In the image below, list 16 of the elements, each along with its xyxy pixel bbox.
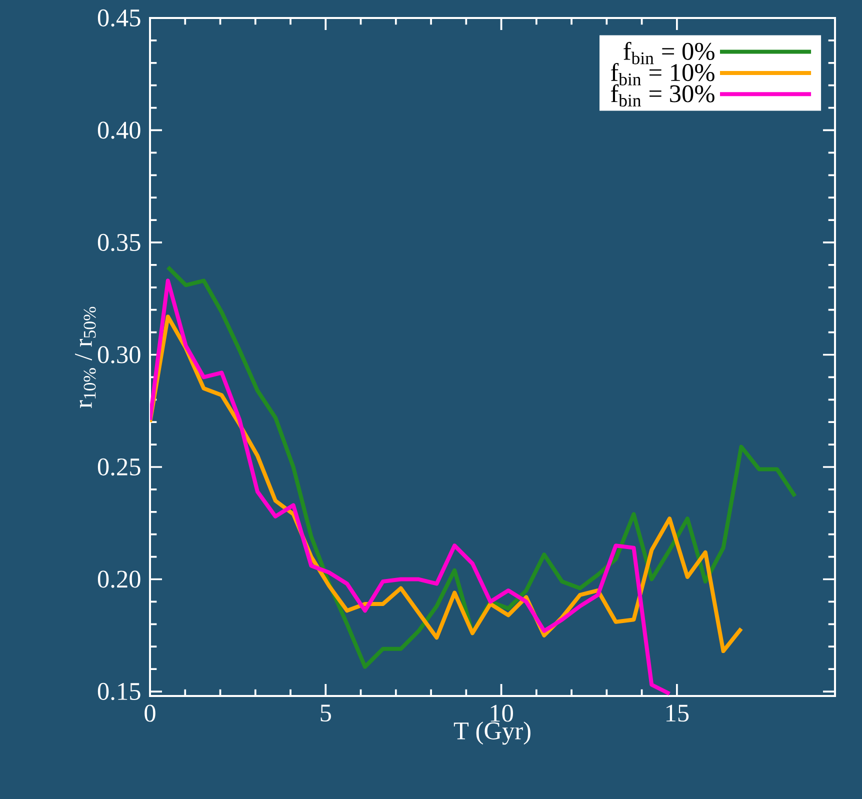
y-tick-label: 0.25 [98,458,140,476]
y-tick-label: 0.15 [98,682,140,700]
x-tick-label: 5 [320,704,331,722]
y-axis-title: r$_{10%}$ / r$_{50%}$ [75,306,96,408]
x-tick-label: 0 [144,704,156,722]
y-tick-label: 0.35 [98,234,140,252]
y-tick-label: 0.30 [98,346,140,364]
x-tick-label: 15 [666,704,689,722]
legend-label: f$_{bin}$ = 0% [624,42,714,64]
legend-label: f$_{bin}$ = 10% [610,63,714,86]
x-tick-label: 10 [490,704,513,722]
x-axis-title: T (Gyr) [454,722,530,745]
legend-label: f$_{bin}$ = 30% [610,84,714,107]
y-tick-label: 0.20 [98,570,140,588]
y-tick-label: 0.40 [98,122,140,139]
y-tick-label: 0.45 [98,9,140,27]
